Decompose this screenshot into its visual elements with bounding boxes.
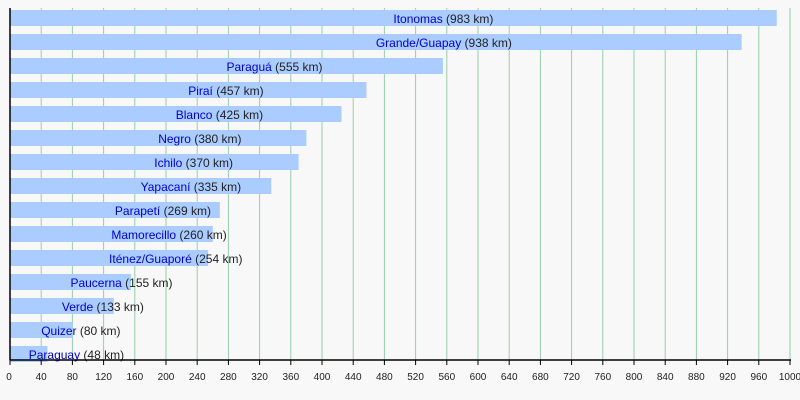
river-link[interactable]: Negro bbox=[158, 132, 191, 146]
bar-negro bbox=[10, 130, 307, 146]
x-tick-label: 0 bbox=[6, 372, 12, 383]
river-link[interactable]: Paraguay bbox=[29, 348, 80, 362]
river-link[interactable]: Piraí bbox=[188, 84, 213, 98]
bar-label: Paraguay (48 km) bbox=[29, 348, 124, 362]
x-tick-label: 120 bbox=[95, 372, 112, 383]
river-link[interactable]: Quizer bbox=[41, 324, 76, 338]
bar-label: Quizer (80 km) bbox=[41, 324, 120, 338]
x-tick-label: 520 bbox=[407, 372, 424, 383]
bar-label: Mamorecillo (260 km) bbox=[111, 228, 226, 242]
river-link[interactable]: Paraguá bbox=[226, 60, 272, 74]
river-link[interactable]: Paucerna bbox=[70, 276, 122, 290]
x-tick-label: 80 bbox=[67, 372, 79, 383]
bar-verde bbox=[10, 298, 114, 314]
bar-paragu- bbox=[10, 58, 443, 74]
river-link[interactable]: Iténez/Guaporé bbox=[109, 252, 192, 266]
x-tick-label: 160 bbox=[126, 372, 143, 383]
bar-label: Paucerna (155 km) bbox=[70, 276, 172, 290]
length-value: (254 km) bbox=[192, 252, 243, 266]
bar-it-nez-guapor- bbox=[10, 250, 209, 266]
bar-paraguay bbox=[10, 346, 48, 362]
bar-label: Iténez/Guaporé (254 km) bbox=[109, 252, 242, 266]
bar-grande-guapay bbox=[10, 34, 742, 50]
river-link[interactable]: Parapetí bbox=[115, 204, 161, 218]
x-tick-label: 800 bbox=[626, 372, 643, 383]
x-tick-label: 280 bbox=[220, 372, 237, 383]
length-value: (80 km) bbox=[77, 324, 121, 338]
x-tick-label: 840 bbox=[657, 372, 674, 383]
bar-mamorecillo bbox=[10, 226, 213, 242]
bar-label: Ichilo (370 km) bbox=[154, 156, 233, 170]
x-tick-label: 200 bbox=[158, 372, 175, 383]
bar-blanco bbox=[10, 106, 342, 122]
x-tick-label: 240 bbox=[189, 372, 206, 383]
length-value: (48 km) bbox=[80, 348, 124, 362]
length-value: (155 km) bbox=[122, 276, 173, 290]
length-value: (457 km) bbox=[213, 84, 264, 98]
x-tick-label: 40 bbox=[36, 372, 48, 383]
x-tick-label: 960 bbox=[750, 372, 767, 383]
bar-paucerna bbox=[10, 274, 131, 290]
x-tick-label: 720 bbox=[563, 372, 580, 383]
x-tick-label: 320 bbox=[251, 372, 268, 383]
length-value: (133 km) bbox=[93, 300, 144, 314]
bar-label: Blanco (425 km) bbox=[176, 108, 263, 122]
bar-yapacan- bbox=[10, 178, 272, 194]
river-link[interactable]: Blanco bbox=[176, 108, 213, 122]
x-tick-label: 480 bbox=[376, 372, 393, 383]
x-tick-label: 880 bbox=[688, 372, 705, 383]
x-tick-label: 760 bbox=[594, 372, 611, 383]
x-tick-label: 920 bbox=[719, 372, 736, 383]
x-tick-label: 440 bbox=[345, 372, 362, 383]
bar-label: Paraguá (555 km) bbox=[226, 60, 322, 74]
bar-label: Negro (380 km) bbox=[158, 132, 241, 146]
length-value: (335 km) bbox=[190, 180, 241, 194]
length-value: (269 km) bbox=[160, 204, 211, 218]
bar-quizer bbox=[10, 322, 73, 338]
length-value: (983 km) bbox=[443, 12, 494, 26]
x-tick-label: 600 bbox=[470, 372, 487, 383]
length-value: (370 km) bbox=[182, 156, 233, 170]
bar-label: Yapacaní (335 km) bbox=[141, 180, 242, 194]
bar-label: Grande/Guapay (938 km) bbox=[376, 36, 512, 50]
x-tick-label: 680 bbox=[532, 372, 549, 383]
x-tick-label: 360 bbox=[282, 372, 299, 383]
x-tick-label: 400 bbox=[314, 372, 331, 383]
bar-itonomas bbox=[10, 10, 777, 26]
x-tick-label: 560 bbox=[438, 372, 455, 383]
length-value: (938 km) bbox=[461, 36, 512, 50]
bar-label: Itonomas (983 km) bbox=[393, 12, 493, 26]
length-value: (380 km) bbox=[191, 132, 242, 146]
length-value: (425 km) bbox=[212, 108, 263, 122]
bar-label: Verde (133 km) bbox=[62, 300, 144, 314]
length-value: (260 km) bbox=[176, 228, 227, 242]
river-link[interactable]: Mamorecillo bbox=[111, 228, 176, 242]
x-tick-label: 1000 bbox=[779, 372, 800, 383]
river-link[interactable]: Ichilo bbox=[154, 156, 182, 170]
bar-label: Parapetí (269 km) bbox=[115, 204, 211, 218]
bar-parapet- bbox=[10, 202, 220, 218]
river-link[interactable]: Verde bbox=[62, 300, 94, 314]
bar-label: Piraí (457 km) bbox=[188, 84, 263, 98]
bar-ichilo bbox=[10, 154, 299, 170]
length-value: (555 km) bbox=[272, 60, 323, 74]
river-link[interactable]: Itonomas bbox=[393, 12, 442, 26]
x-tick-label: 640 bbox=[501, 372, 518, 383]
river-link[interactable]: Grande/Guapay bbox=[376, 36, 461, 50]
bar-pira- bbox=[10, 82, 367, 98]
river-link[interactable]: Yapacaní bbox=[141, 180, 191, 194]
